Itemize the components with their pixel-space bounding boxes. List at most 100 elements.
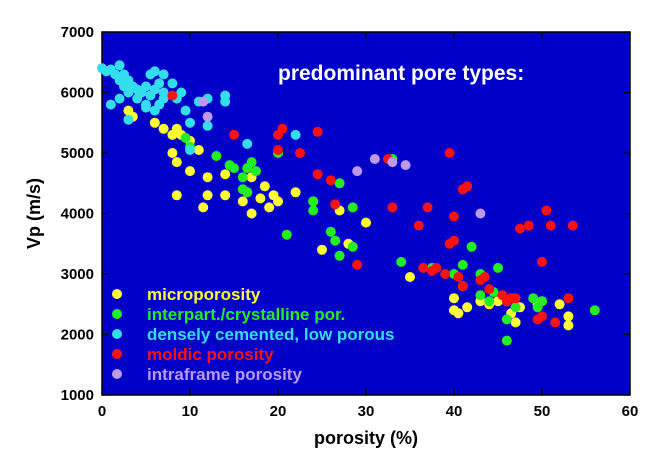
data-point-2-15 xyxy=(141,81,151,92)
data-point-3-18 xyxy=(440,269,451,279)
data-point-1-7 xyxy=(246,157,257,168)
data-point-2-23 xyxy=(149,66,160,77)
data-point-1-25 xyxy=(457,259,468,270)
data-point-3-1 xyxy=(229,129,239,140)
data-point-2-21 xyxy=(158,87,169,98)
data-point-3-37 xyxy=(545,220,556,231)
data-point-2-36 xyxy=(105,99,116,110)
legend-label-4: intraframe porosity xyxy=(147,365,302,384)
x-tick-label-5: 50 xyxy=(534,403,551,420)
data-point-3-3 xyxy=(277,123,288,134)
data-point-4-6 xyxy=(475,208,486,219)
data-point-2-40 xyxy=(290,129,301,140)
y-tick-label-3: 4000 xyxy=(61,206,94,223)
data-point-2-42 xyxy=(202,120,213,131)
data-point-0-35 xyxy=(453,308,464,319)
data-point-0-43 xyxy=(510,317,521,328)
data-point-1-19 xyxy=(347,202,358,213)
data-point-1-30 xyxy=(501,335,512,346)
data-point-0-15 xyxy=(237,196,248,207)
data-point-4-0 xyxy=(198,96,209,107)
data-point-3-23 xyxy=(462,181,473,192)
data-point-2-38 xyxy=(141,102,151,113)
data-point-4-4 xyxy=(387,157,398,168)
data-point-3-42 xyxy=(497,290,508,301)
legend-marker-3 xyxy=(112,349,122,359)
data-point-0-47 xyxy=(563,320,574,331)
data-point-3-13 xyxy=(413,220,424,231)
data-point-4-2 xyxy=(352,166,363,177)
data-point-1-32 xyxy=(528,293,539,304)
legend-marker-2 xyxy=(112,329,122,339)
data-point-1-34 xyxy=(537,296,547,307)
data-point-3-11 xyxy=(352,259,363,270)
data-point-1-29 xyxy=(493,262,503,273)
data-point-2-26 xyxy=(167,78,178,89)
data-point-1-12 xyxy=(308,196,319,207)
data-point-0-2 xyxy=(149,117,160,128)
data-point-2-34 xyxy=(220,96,231,107)
data-point-2-25 xyxy=(158,69,169,80)
data-point-2-37 xyxy=(123,114,134,125)
data-point-3-12 xyxy=(387,202,398,213)
data-point-2-28 xyxy=(176,87,187,98)
data-point-2-24 xyxy=(154,78,165,89)
data-point-0-10 xyxy=(185,166,195,177)
x-tick-label-3: 30 xyxy=(358,403,375,420)
data-point-1-28 xyxy=(484,296,495,307)
data-point-0-26 xyxy=(317,244,327,255)
y-axis-label: Vp (m/s) xyxy=(24,178,44,249)
data-point-1-13 xyxy=(308,205,319,216)
data-point-2-4 xyxy=(114,60,125,71)
data-point-3-40 xyxy=(567,220,578,231)
data-point-3-34 xyxy=(537,256,547,267)
data-point-2-29 xyxy=(180,105,191,116)
data-point-4-3 xyxy=(369,154,380,164)
data-point-3-8 xyxy=(325,175,336,186)
data-point-3-32 xyxy=(515,223,525,234)
data-point-3-31 xyxy=(510,293,521,304)
data-point-3-27 xyxy=(479,272,490,282)
y-tick-label-6: 7000 xyxy=(61,24,94,41)
data-point-0-30 xyxy=(171,190,182,201)
data-point-3-36 xyxy=(541,205,552,216)
data-point-3-4 xyxy=(312,126,323,137)
data-point-1-4 xyxy=(229,163,239,174)
x-tick-label-1: 10 xyxy=(182,403,199,420)
data-point-1-22 xyxy=(396,256,407,267)
data-point-1-8 xyxy=(251,166,261,177)
chart-annotation: predominant pore types: xyxy=(278,62,524,85)
data-point-3-20 xyxy=(449,235,459,246)
data-point-3-6 xyxy=(273,145,283,155)
x-axis-label: porosity (%) xyxy=(314,428,418,448)
data-point-0-14 xyxy=(220,190,231,201)
data-point-4-5 xyxy=(400,160,411,171)
data-point-1-38 xyxy=(475,290,486,301)
legend-marker-1 xyxy=(112,309,122,319)
data-point-1-26 xyxy=(466,241,477,252)
data-point-0-49 xyxy=(554,299,565,310)
data-point-2-39 xyxy=(114,93,125,104)
data-point-0-19 xyxy=(255,193,266,204)
legend-label-1: interpart./crystalline por. xyxy=(147,305,345,324)
y-tick-label-1: 2000 xyxy=(61,327,94,344)
data-point-1-15 xyxy=(325,226,336,237)
data-point-0-24 xyxy=(290,187,301,198)
data-point-0-23 xyxy=(273,196,283,207)
data-point-1-2 xyxy=(211,151,222,161)
data-point-0-29 xyxy=(361,217,371,228)
data-point-0-11 xyxy=(193,145,204,155)
data-point-1-31 xyxy=(510,302,521,313)
data-points xyxy=(97,60,600,346)
data-point-1-16 xyxy=(330,235,341,246)
data-point-0-3 xyxy=(158,123,169,134)
data-point-0-31 xyxy=(202,190,213,201)
data-point-2-35 xyxy=(185,145,195,155)
data-point-1-14 xyxy=(281,229,292,240)
y-tick-label-0: 1000 xyxy=(61,387,94,404)
data-point-3-28 xyxy=(484,284,495,295)
data-point-3-7 xyxy=(312,169,323,180)
axis-ticks: 0 10 20 30 40 50 60 1000 2000 3000 4000 5000 6000 700… xyxy=(61,24,639,420)
